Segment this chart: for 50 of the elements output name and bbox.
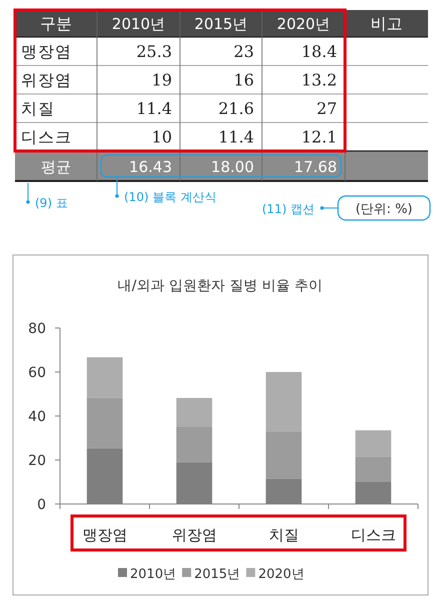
y-tick-label: 80 (28, 321, 46, 337)
data-label: 27 (316, 99, 337, 118)
y-tick-label: 60 (28, 365, 46, 381)
legend-label: 2015년 (194, 567, 240, 582)
x-tick-label: 2020년 (276, 15, 330, 33)
bar (176, 427, 212, 462)
bar (86, 398, 123, 448)
y-tick-label: 40 (28, 409, 46, 425)
data-label: 11.4 (218, 128, 254, 146)
y-tick-label: 20 (28, 453, 46, 469)
legend-label: 2010년 (130, 567, 176, 582)
bar (355, 430, 392, 457)
bar (355, 456, 392, 482)
x-tick-label: 디스크 (350, 526, 396, 544)
data-label: 19 (152, 70, 172, 90)
legend-label: 2020년 (258, 567, 304, 582)
bar (266, 372, 302, 432)
y-tick-label: 0 (37, 497, 46, 513)
y-tick-label: 맹장염 (21, 42, 72, 61)
bar (266, 431, 302, 479)
y-tick-label: 디스크 (21, 128, 72, 146)
y-tick-label: 평균 (41, 158, 71, 176)
text: (10) 블록 계산식 (124, 190, 216, 204)
y-tick-label: 치질 (21, 99, 55, 118)
x-tick-label: 2015년 (194, 15, 248, 33)
text: (9) 표 (35, 196, 68, 210)
data-label: 16 (234, 70, 254, 90)
bar (86, 357, 123, 398)
x-tick-label: 치질 (268, 526, 299, 544)
text: (단위: %) (355, 202, 413, 217)
data-label: 12.1 (301, 128, 337, 146)
y-tick-label: 위장염 (21, 70, 72, 90)
x-tick-label: 위장염 (172, 526, 217, 544)
text: 비고 (370, 14, 402, 33)
chart-title: 내/외과 입원환자 질병 비율 추이 (118, 278, 322, 294)
text: (11) 캡션 (262, 202, 314, 216)
x-tick-label: 2010년 (112, 15, 166, 33)
x-tick-label: 맹장염 (82, 526, 128, 544)
text: 구분 (40, 14, 72, 33)
data-label: 16.43 (129, 158, 172, 176)
data-label: 25.3 (136, 42, 172, 61)
data-label: 21.6 (218, 99, 254, 118)
data-label: 17.68 (294, 158, 337, 176)
data-label: 10 (152, 128, 172, 146)
data-label: 13.2 (301, 70, 337, 90)
data-label: 18.00 (211, 158, 254, 176)
data-label: 18.4 (301, 42, 337, 61)
bar (176, 398, 212, 427)
data-label: 11.4 (136, 99, 172, 118)
data-label: 23 (234, 42, 254, 61)
